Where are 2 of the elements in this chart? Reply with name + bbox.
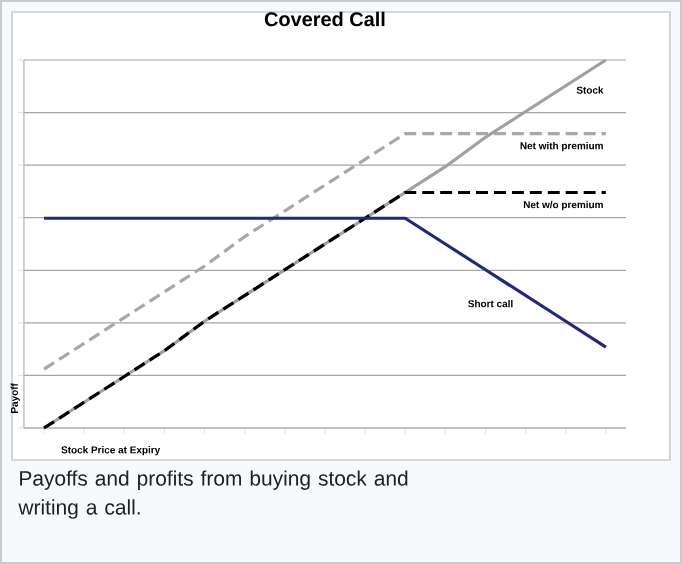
text: Payoffs and profits from buying stock and writing a call. <box>18 470 408 519</box>
chart-title: Covered Call <box>264 11 385 27</box>
